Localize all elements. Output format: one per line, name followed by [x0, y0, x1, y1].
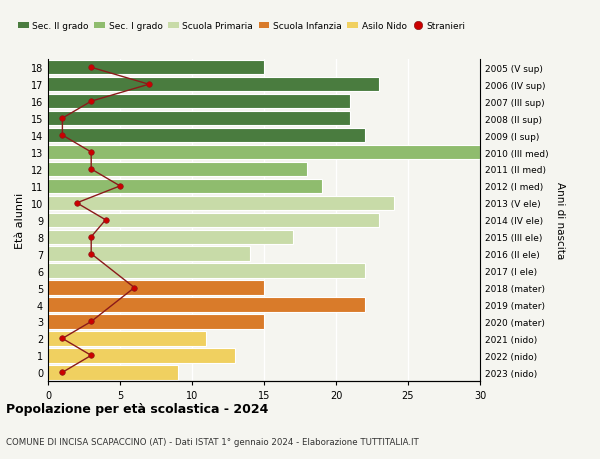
Y-axis label: Età alunni: Età alunni [15, 192, 25, 248]
Text: COMUNE DI INCISA SCAPACCINO (AT) - Dati ISTAT 1° gennaio 2024 - Elaborazione TUT: COMUNE DI INCISA SCAPACCINO (AT) - Dati … [6, 437, 419, 446]
Bar [48, 314, 264, 329]
Bar [48, 281, 264, 295]
Bar [48, 61, 264, 75]
Y-axis label: Anni di nascita: Anni di nascita [555, 182, 565, 259]
Bar [48, 196, 394, 211]
Text: Popolazione per età scolastica - 2024: Popolazione per età scolastica - 2024 [6, 403, 268, 415]
Bar [48, 129, 365, 143]
Bar [48, 331, 206, 346]
Bar [48, 146, 480, 160]
Bar [48, 298, 365, 312]
Bar [48, 112, 350, 126]
Bar [48, 247, 250, 261]
Bar [48, 162, 307, 177]
Bar [48, 95, 350, 109]
Bar [48, 365, 178, 380]
Bar [48, 78, 379, 92]
Bar [48, 230, 293, 244]
Bar [48, 264, 365, 278]
Bar [48, 348, 235, 363]
Bar [48, 213, 379, 228]
Bar [48, 179, 322, 194]
Legend: Sec. II grado, Sec. I grado, Scuola Primaria, Scuola Infanzia, Asilo Nido, Stran: Sec. II grado, Sec. I grado, Scuola Prim… [18, 22, 466, 31]
